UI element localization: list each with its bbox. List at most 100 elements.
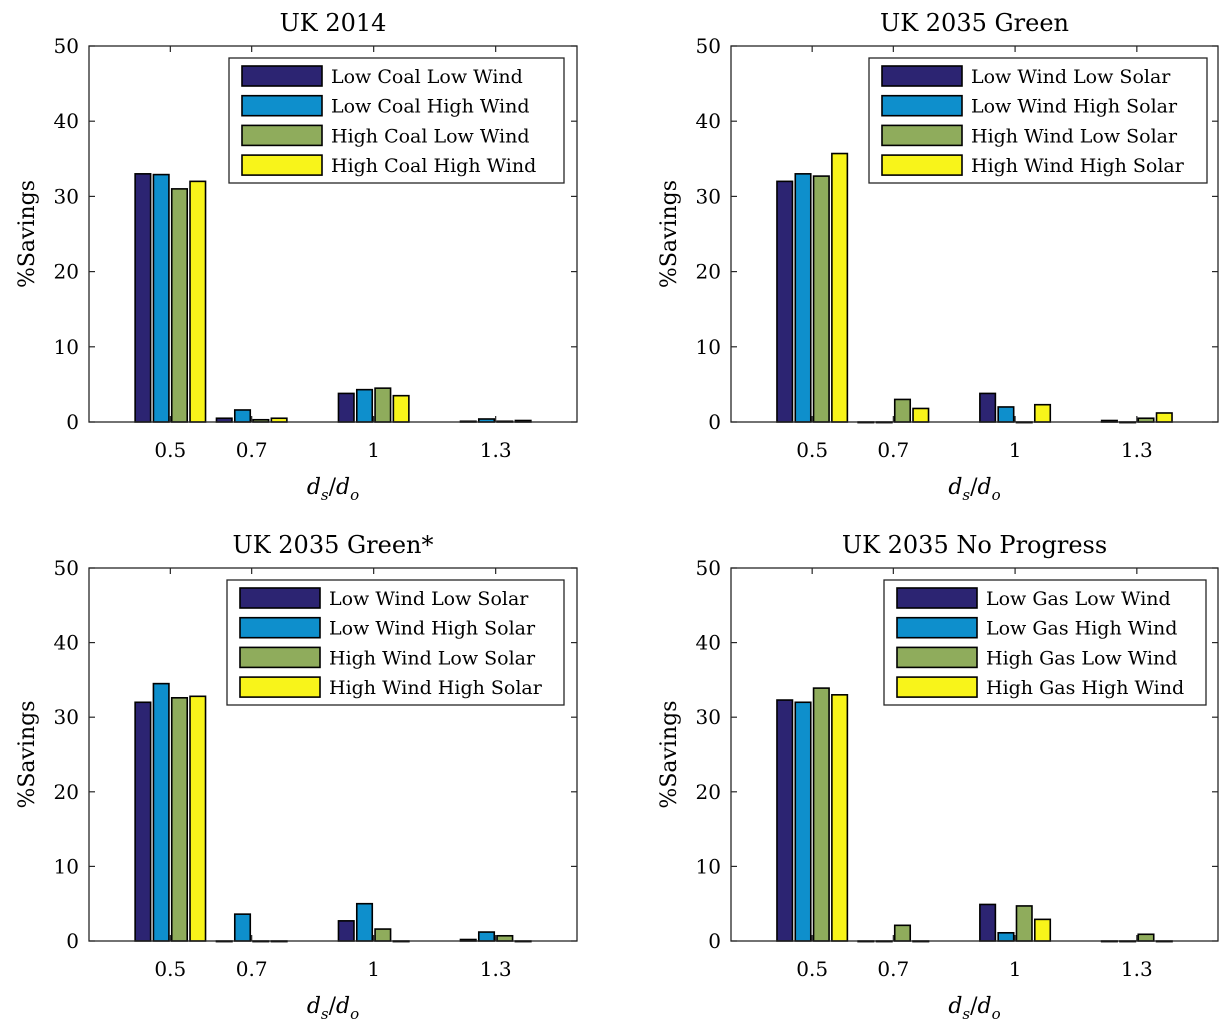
legend-swatch — [241, 94, 323, 117]
chart-title: UK 2035 Green* — [233, 531, 434, 559]
x-axis-label: ds/do — [307, 475, 359, 504]
bar — [134, 701, 152, 942]
x-tick-label: 1.3 — [1121, 438, 1153, 462]
x-tick-label: 0.5 — [154, 957, 186, 981]
x-axis-label: ds/do — [307, 994, 359, 1023]
legend: Low Gas Low Wind Low Gas High Wind High Ga… — [883, 579, 1207, 706]
bar — [477, 931, 496, 942]
legend-entry-label: High Coal High Wind — [331, 155, 536, 177]
legend-entry-label: High Gas High Wind — [986, 677, 1184, 699]
y-axis-label: %Savings — [657, 180, 682, 288]
bar — [134, 173, 152, 423]
bar — [392, 394, 410, 423]
legend-swatch — [241, 65, 323, 87]
y-tick-label: 50 — [696, 556, 721, 580]
bar — [776, 699, 794, 942]
legend-entry-label: Low Coal Low Wind — [331, 66, 523, 88]
y-tick-label: 30 — [696, 184, 721, 208]
x-tick-label: 1.3 — [1121, 957, 1153, 981]
bar — [170, 188, 189, 423]
chart-title: UK 2035 No Progress — [842, 531, 1107, 559]
bar — [152, 173, 170, 423]
x-tick-label: 0.5 — [796, 957, 828, 981]
legend-swatch — [881, 94, 963, 117]
x-tick-label: 1 — [367, 957, 380, 981]
bar — [831, 694, 849, 942]
bar — [170, 696, 189, 942]
y-tick-label: 40 — [696, 109, 721, 133]
x-axis-label: ds/do — [948, 994, 1000, 1023]
bar — [337, 392, 355, 423]
y-tick-label: 10 — [696, 335, 721, 359]
chart-panel-3: 0 10 20 30 40 50 0.5 0.7 1 1.3 UK 2035 Green* ds/do… — [15, 531, 578, 1023]
legend-swatch — [239, 587, 321, 609]
bar — [355, 388, 374, 423]
bar — [189, 695, 207, 942]
legend-entry-label: High Wind High Solar — [329, 677, 543, 699]
x-tick-label: 0.7 — [877, 957, 909, 981]
bar — [979, 903, 997, 942]
x-tick-label: 0.5 — [154, 438, 186, 462]
axes-box — [88, 567, 578, 942]
y-tick-label: 10 — [54, 854, 79, 878]
legend-swatch — [239, 616, 321, 639]
x-tick-label: 1.3 — [480, 957, 512, 981]
bar — [233, 913, 252, 942]
legend-swatch — [241, 154, 323, 176]
bar — [374, 928, 392, 942]
bar — [794, 173, 812, 423]
legend-swatch — [239, 646, 321, 669]
bar — [1033, 403, 1052, 423]
y-tick-label: 30 — [54, 184, 79, 208]
legend-entry-label: Low Coal High Wind — [331, 96, 530, 118]
x-tick-label: 1.3 — [480, 438, 512, 462]
y-axis-label: %Savings — [15, 180, 40, 288]
legend-swatch — [896, 587, 978, 609]
legend-swatch — [881, 124, 963, 147]
legend-entry-label: Low Wind Low Solar — [971, 66, 1171, 88]
legend-entry-label: Low Wind High Solar — [971, 96, 1178, 118]
legend-entry-label: High Wind Low Solar — [329, 647, 536, 669]
legend-entry-label: High Wind Low Solar — [971, 125, 1178, 147]
y-tick-label: 50 — [696, 34, 721, 58]
legend-entry-label: Low Gas High Wind — [986, 618, 1177, 640]
y-tick-label: 40 — [54, 109, 79, 133]
axes-box — [730, 45, 1219, 423]
y-axis-label: %Savings — [657, 700, 682, 808]
bar — [189, 180, 207, 423]
bar — [997, 406, 1015, 423]
legend: Low Wind Low Solar Low Wind High Solar Hig… — [226, 579, 565, 706]
bar — [152, 682, 170, 942]
legend-entry-label: High Coal Low Wind — [331, 125, 530, 147]
y-tick-label: 20 — [696, 260, 721, 284]
legend-entry-label: Low Wind Low Solar — [329, 588, 529, 610]
y-tick-label: 0 — [708, 410, 721, 434]
y-tick-label: 0 — [708, 929, 721, 953]
y-axis-label: %Savings — [15, 700, 40, 808]
bar — [337, 920, 355, 942]
bar — [893, 398, 912, 423]
bar — [831, 152, 849, 423]
bar — [374, 387, 392, 423]
x-tick-label: 0.7 — [236, 438, 268, 462]
y-tick-label: 40 — [696, 631, 721, 655]
x-tick-label: 1 — [1009, 957, 1022, 981]
x-tick-label: 0.5 — [796, 438, 828, 462]
legend-swatch — [896, 616, 978, 639]
legend-entry-label: High Wind High Solar — [971, 155, 1185, 177]
bar — [1015, 905, 1033, 942]
y-tick-label: 50 — [54, 556, 79, 580]
chart-panel-2: 0 10 20 30 40 50 0.5 0.7 1 1.3 UK 2035 Green ds/do%… — [657, 9, 1219, 504]
bar — [496, 934, 514, 942]
y-tick-label: 10 — [54, 335, 79, 359]
legend-swatch — [881, 154, 963, 176]
y-tick-label: 20 — [54, 780, 79, 804]
chart-panel-4: 0 10 20 30 40 50 0.5 0.7 1 1.3 UK 2035 No Progress… — [657, 531, 1219, 1023]
legend-swatch — [896, 676, 978, 698]
bar — [1033, 918, 1052, 942]
y-tick-label: 50 — [54, 34, 79, 58]
chart-panel-1: 0 10 20 30 40 50 0.5 0.7 1 1.3 UK 2014 ds/do %Saving… — [15, 9, 578, 504]
y-tick-label: 0 — [66, 929, 79, 953]
chart-title: UK 2035 Green — [880, 9, 1069, 37]
